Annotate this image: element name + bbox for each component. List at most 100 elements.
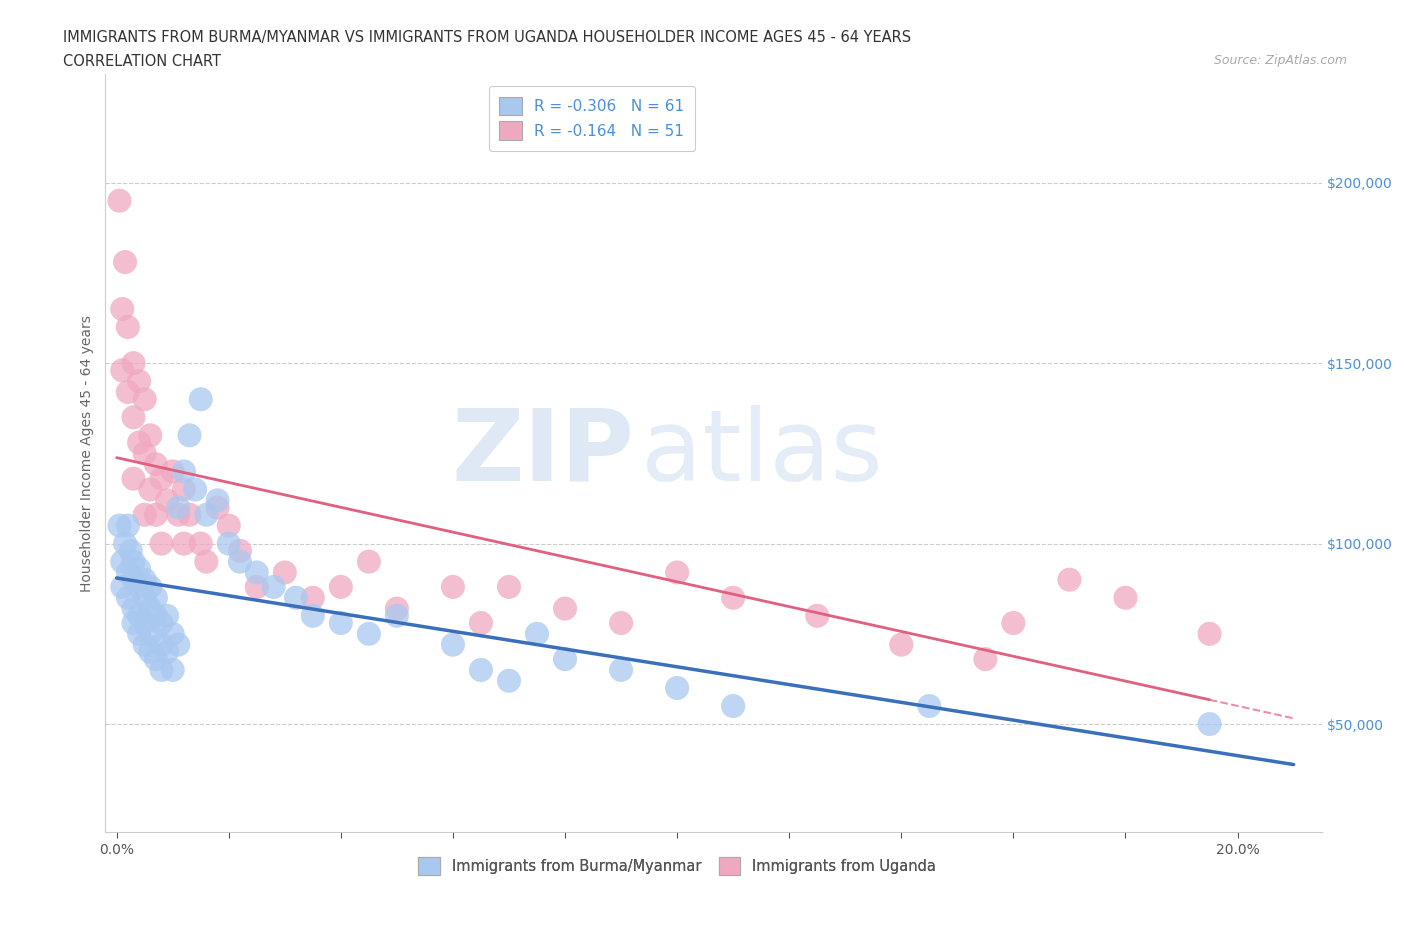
Point <box>139 579 162 594</box>
Point <box>526 627 548 642</box>
Point <box>128 579 150 594</box>
Point <box>195 554 218 569</box>
Point <box>108 193 131 208</box>
Point <box>329 616 352 631</box>
Point <box>890 637 912 652</box>
Point <box>156 493 179 508</box>
Point <box>721 698 744 713</box>
Point <box>145 457 167 472</box>
Point <box>190 537 212 551</box>
Point <box>179 507 201 522</box>
Point <box>357 627 380 642</box>
Point <box>301 591 323 605</box>
Point <box>173 537 195 551</box>
Point <box>190 392 212 406</box>
Point <box>554 652 576 667</box>
Point <box>470 662 492 677</box>
Point <box>184 482 207 497</box>
Point <box>111 554 134 569</box>
Point <box>120 543 142 558</box>
Point <box>1114 591 1136 605</box>
Point <box>246 565 269 580</box>
Point <box>156 644 179 659</box>
Point <box>666 565 689 580</box>
Point <box>162 662 184 677</box>
Point <box>122 472 145 486</box>
Point <box>134 507 156 522</box>
Point <box>441 637 464 652</box>
Point <box>122 572 145 587</box>
Point <box>162 627 184 642</box>
Point <box>385 601 408 616</box>
Point <box>441 579 464 594</box>
Point <box>150 637 173 652</box>
Point <box>385 608 408 623</box>
Point <box>145 507 167 522</box>
Point <box>117 565 139 580</box>
Point <box>134 446 156 461</box>
Point <box>139 428 162 443</box>
Point <box>721 591 744 605</box>
Point <box>128 627 150 642</box>
Point <box>117 385 139 400</box>
Point <box>263 579 285 594</box>
Point <box>167 637 190 652</box>
Point <box>666 681 689 696</box>
Point <box>179 428 201 443</box>
Point <box>329 579 352 594</box>
Text: ZIP: ZIP <box>451 405 634 502</box>
Point <box>167 507 190 522</box>
Point <box>122 601 145 616</box>
Point <box>134 392 156 406</box>
Point <box>1198 717 1220 732</box>
Point <box>195 507 218 522</box>
Text: IMMIGRANTS FROM BURMA/MYANMAR VS IMMIGRANTS FROM UGANDA HOUSEHOLDER INCOME AGES : IMMIGRANTS FROM BURMA/MYANMAR VS IMMIGRA… <box>63 30 911 45</box>
Point <box>122 616 145 631</box>
Point <box>111 301 134 316</box>
Point <box>173 482 195 497</box>
Point <box>117 518 139 533</box>
Point <box>111 579 134 594</box>
Point <box>610 616 633 631</box>
Point <box>274 565 297 580</box>
Point <box>128 562 150 577</box>
Point <box>301 608 323 623</box>
Point <box>122 554 145 569</box>
Point <box>1002 616 1025 631</box>
Point <box>134 572 156 587</box>
Point <box>122 355 145 370</box>
Point <box>806 608 828 623</box>
Point <box>167 500 190 515</box>
Point <box>139 627 162 642</box>
Point <box>111 363 134 378</box>
Text: CORRELATION CHART: CORRELATION CHART <box>63 54 221 69</box>
Point <box>128 435 150 450</box>
Point <box>122 410 145 425</box>
Point <box>974 652 997 667</box>
Point <box>554 601 576 616</box>
Point <box>108 518 131 533</box>
Point <box>145 591 167 605</box>
Point <box>218 518 240 533</box>
Point <box>285 591 308 605</box>
Point <box>150 472 173 486</box>
Point <box>156 608 179 623</box>
Point <box>918 698 941 713</box>
Point <box>117 591 139 605</box>
Point <box>114 255 136 270</box>
Point <box>145 608 167 623</box>
Text: Source: ZipAtlas.com: Source: ZipAtlas.com <box>1213 54 1347 67</box>
Point <box>139 644 162 659</box>
Point <box>134 637 156 652</box>
Legend: Immigrants from Burma/Myanmar, Immigrants from Uganda: Immigrants from Burma/Myanmar, Immigrant… <box>411 849 943 882</box>
Point <box>150 662 173 677</box>
Point <box>1059 572 1081 587</box>
Point <box>246 579 269 594</box>
Point <box>610 662 633 677</box>
Point <box>207 493 229 508</box>
Point <box>173 464 195 479</box>
Point <box>150 537 173 551</box>
Point <box>357 554 380 569</box>
Point <box>134 591 156 605</box>
Point <box>162 464 184 479</box>
